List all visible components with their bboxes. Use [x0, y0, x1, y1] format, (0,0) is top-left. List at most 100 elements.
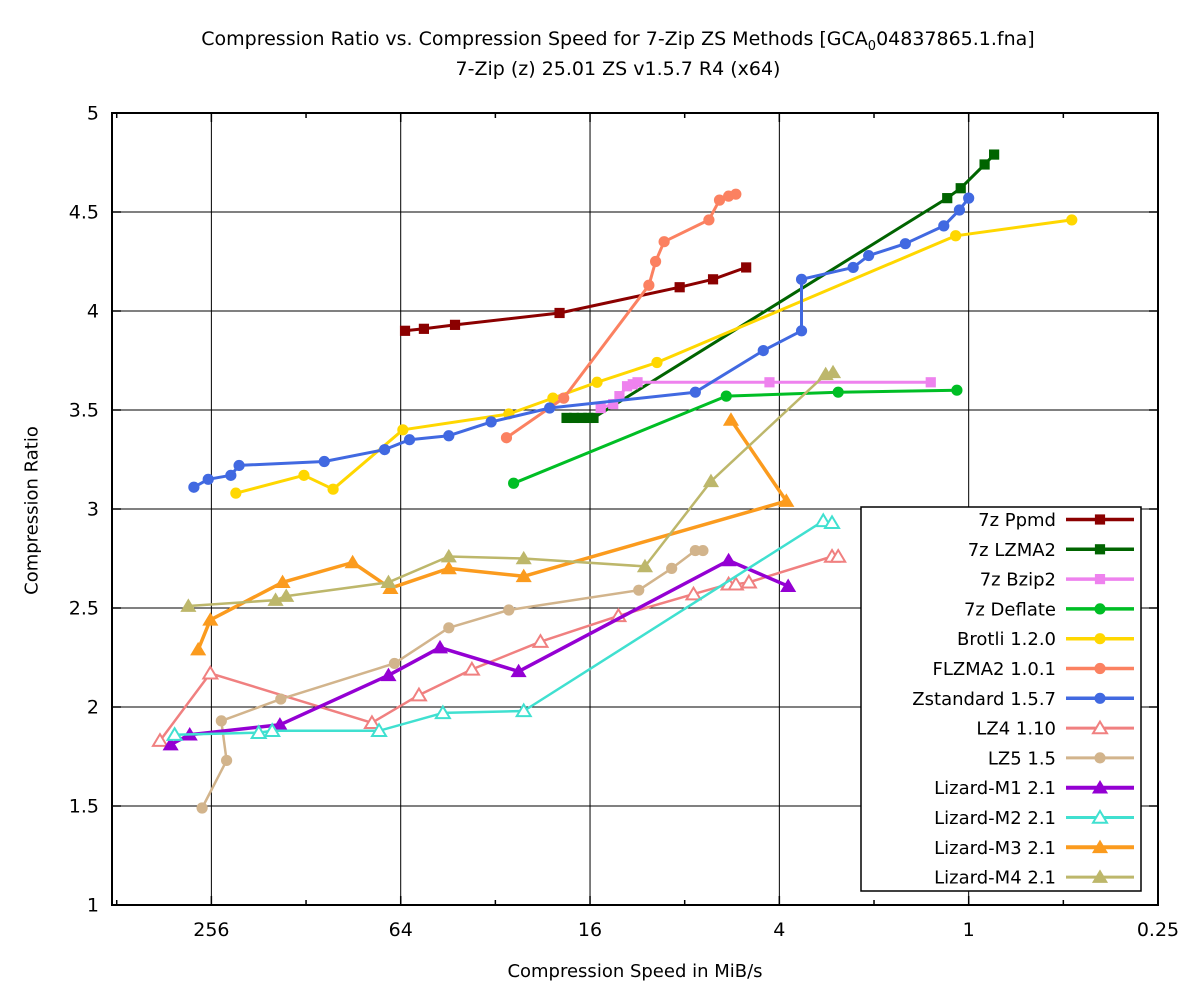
legend: 7z Ppmd 7z LZMA2 7z Bzip2 7z Deflate Brotli … — [860, 506, 1142, 892]
data-point — [202, 612, 219, 626]
series-7z-deflate — [508, 384, 963, 489]
data-point — [643, 279, 655, 291]
data-point — [233, 459, 245, 472]
chart-title-suffix: 04837865.1.fna] — [876, 28, 1035, 50]
data-point — [1066, 214, 1078, 226]
data-point — [950, 230, 962, 242]
data-point — [636, 558, 654, 573]
series-7z-ppmd — [399, 262, 752, 336]
data-point — [410, 686, 428, 702]
data-point — [697, 544, 709, 557]
data-point — [274, 574, 291, 589]
data-point — [196, 802, 208, 814]
data-point — [370, 722, 388, 737]
data-point — [727, 575, 745, 591]
legend-label: Lizard-M4 2.1 — [934, 868, 1056, 889]
data-point — [503, 604, 515, 616]
data-point — [608, 398, 619, 410]
data-point — [684, 585, 703, 601]
data-point — [165, 726, 184, 741]
svg-text:16: 16 — [578, 919, 602, 941]
data-point — [249, 724, 268, 739]
data-point — [720, 390, 732, 402]
data-point — [544, 402, 556, 414]
data-point — [380, 667, 397, 682]
series-lizard-m4-2-1 — [180, 364, 842, 612]
data-point — [1094, 514, 1106, 525]
svg-text:4.5: 4.5 — [69, 202, 99, 224]
data-point — [674, 282, 685, 293]
data-point — [863, 249, 875, 262]
data-point — [824, 364, 842, 379]
data-point — [230, 487, 242, 499]
data-point — [515, 550, 532, 565]
data-point — [951, 384, 963, 396]
data-point — [942, 193, 953, 204]
data-point — [740, 573, 758, 589]
legend-label: LZ5 1.5 — [988, 748, 1056, 769]
data-point — [925, 377, 936, 388]
legend-label: Zstandard 1.5.7 — [912, 689, 1056, 710]
data-point — [595, 402, 606, 414]
data-point — [554, 307, 565, 319]
data-point — [397, 424, 409, 436]
data-point — [363, 714, 381, 730]
data-point — [379, 444, 391, 456]
series-line — [187, 371, 835, 608]
data-point — [963, 192, 975, 204]
data-point — [1091, 869, 1109, 883]
svg-text:2.5: 2.5 — [69, 598, 99, 620]
data-point — [388, 657, 401, 670]
data-point — [847, 261, 859, 274]
data-point — [510, 663, 527, 678]
data-point — [515, 568, 532, 583]
data-point — [1094, 662, 1106, 675]
data-point — [1091, 809, 1109, 824]
series-lz4-1-10 — [151, 548, 847, 747]
chart-subtitle: 7-Zip (z) 25.01 ZS v1.5.7 R4 (x64) — [455, 58, 781, 80]
legend-item-lizard-m2-2-1: Lizard-M2 2.1 — [934, 808, 1134, 829]
y-tick-labels: 1 1.5 2 2.5 3 3.5 4 4.5 5 — [69, 103, 99, 917]
data-point — [443, 430, 455, 442]
legend-item-lizard-m4-2-1: Lizard-M4 2.1 — [934, 868, 1134, 889]
data-point — [633, 584, 645, 596]
data-point — [443, 622, 455, 634]
data-point — [778, 493, 795, 507]
series-zstandard-1-5-7 — [188, 192, 975, 493]
data-point — [221, 754, 233, 767]
series-line — [512, 388, 959, 485]
legend-item-lz5-1-5: LZ5 1.5 — [988, 748, 1134, 769]
data-point — [823, 514, 841, 530]
data-point — [202, 473, 214, 485]
data-point — [327, 483, 339, 495]
legend-item-flzma2-1-0-1: FLZMA2 1.0.1 — [932, 659, 1134, 680]
data-point — [953, 204, 966, 216]
data-point — [1094, 633, 1106, 645]
data-point — [780, 578, 797, 593]
svg-text:64: 64 — [389, 919, 413, 941]
data-point — [485, 416, 497, 428]
data-point — [440, 560, 457, 575]
data-point — [979, 159, 990, 170]
legend-label: 7z LZMA2 — [968, 540, 1056, 561]
data-point — [795, 325, 808, 337]
legend-item-zstandard-1-5-7: Zstandard 1.5.7 — [912, 689, 1134, 710]
data-point — [1091, 839, 1109, 854]
series-lizard-m3-2-1 — [190, 412, 795, 656]
data-point — [500, 432, 513, 444]
data-point — [1094, 573, 1106, 585]
series-lizard-m1-2-1 — [162, 552, 797, 751]
chart-title-subscript: 0 — [867, 38, 877, 54]
data-point — [757, 345, 769, 357]
legend-item-7z-lzma2: 7z LZMA2 — [968, 540, 1134, 561]
axis-ticks — [112, 112, 1159, 906]
data-point — [344, 554, 361, 569]
chart-title: Compression Ratio vs. Compression Speed … — [36, 28, 1200, 54]
series-brotli-1-2-0 — [230, 214, 1078, 499]
data-point — [263, 722, 281, 737]
data-point — [1091, 780, 1109, 794]
data-point — [989, 149, 1000, 160]
legend-item-7z-deflate: 7z Deflate — [964, 599, 1134, 620]
x-axis-label: Compression Speed in MiB/s — [507, 961, 763, 982]
